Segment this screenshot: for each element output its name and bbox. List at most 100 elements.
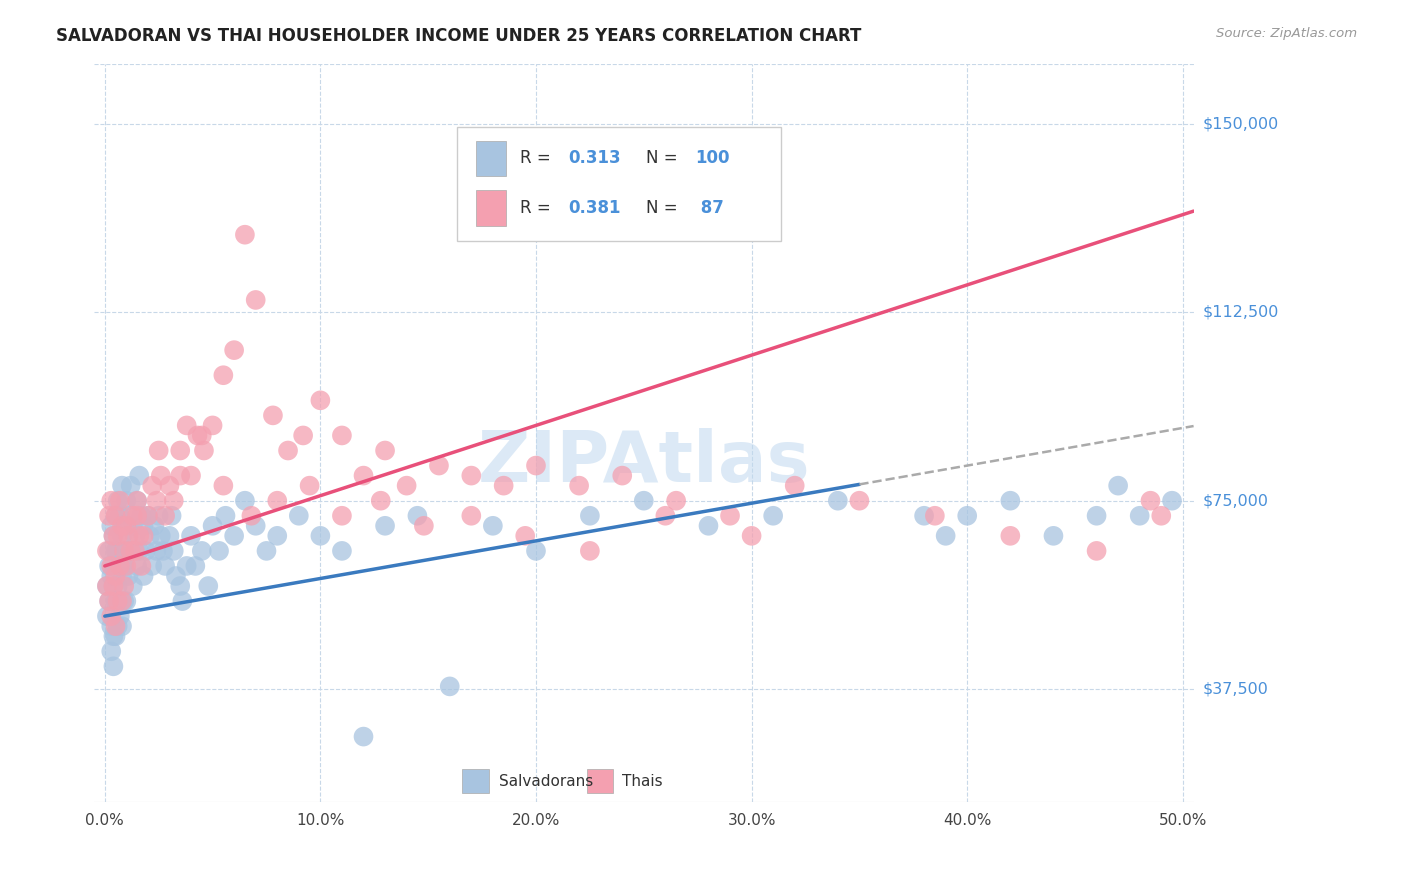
Point [208,544,231,558]
FancyBboxPatch shape [463,770,489,793]
Point [115,518,138,533]
Point [159,478,181,492]
Point [159,529,181,543]
Point [107,493,129,508]
Point [100,619,122,633]
Point [233,493,256,508]
Point [193,443,215,458]
Point [104,569,127,583]
Text: 100: 100 [696,150,730,168]
Point [98,594,121,608]
Point [172,594,194,608]
Point [956,508,979,523]
FancyBboxPatch shape [475,141,506,177]
Point [579,544,602,558]
Point [100,609,122,624]
Point [524,458,547,473]
Point [115,493,138,508]
Point [121,508,143,523]
Point [460,468,482,483]
Point [128,529,150,543]
Point [180,529,202,543]
Point [160,508,183,523]
Point [256,544,278,558]
Point [612,468,634,483]
Point [141,558,163,573]
Point [292,428,315,442]
Point [141,478,163,492]
Point [112,544,135,558]
Text: Source: ZipAtlas.com: Source: ZipAtlas.com [1216,27,1357,40]
Point [124,544,146,558]
Point [124,529,146,543]
Text: $75,000: $75,000 [1202,493,1268,508]
Point [1107,478,1129,492]
Point [169,443,191,458]
Point [98,594,121,608]
Point [111,594,134,608]
Point [370,493,392,508]
Point [104,594,127,608]
Point [96,579,118,593]
Point [111,529,134,543]
Point [1150,508,1173,523]
Point [374,443,396,458]
Point [107,594,129,608]
Point [176,418,198,433]
Point [233,227,256,242]
Text: $112,500: $112,500 [1202,305,1278,320]
Point [108,493,131,508]
Point [120,544,142,558]
Point [149,468,172,483]
Point [103,579,125,593]
FancyBboxPatch shape [586,770,613,793]
Point [353,468,375,483]
Point [128,468,150,483]
Point [212,368,235,383]
Point [1161,493,1184,508]
Point [100,644,122,658]
Point [107,529,129,543]
Point [288,508,311,523]
Point [201,518,224,533]
Point [103,629,125,643]
Point [1000,493,1022,508]
Point [100,569,122,583]
Point [924,508,946,523]
Point [143,518,166,533]
Point [104,629,127,643]
Point [191,428,214,442]
Point [224,343,246,358]
Point [96,544,118,558]
Point [741,529,763,543]
Point [180,468,202,483]
Point [100,493,122,508]
Point [145,544,167,558]
Point [145,493,167,508]
Point [148,508,170,523]
Point [120,544,142,558]
Point [1085,544,1108,558]
Point [848,493,870,508]
Point [108,558,131,573]
Point [262,409,284,423]
Point [127,558,149,573]
Point [277,443,299,458]
Text: 0.313: 0.313 [568,150,620,168]
Point [96,609,118,624]
Point [184,558,207,573]
Point [395,478,418,492]
Point [117,569,139,583]
Point [112,579,135,593]
Point [111,619,134,633]
Point [353,730,375,744]
Point [148,443,170,458]
Point [165,569,187,583]
Point [214,508,236,523]
Point [111,478,134,492]
Point [104,619,127,633]
Point [100,558,122,573]
Point [176,558,198,573]
Point [633,493,655,508]
Point [108,508,131,523]
